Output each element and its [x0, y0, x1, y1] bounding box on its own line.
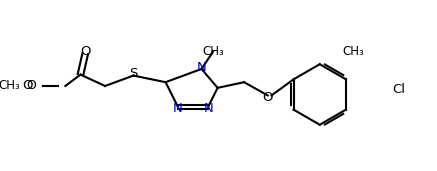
Text: CH₃: CH₃: [202, 45, 224, 58]
Text: O: O: [22, 80, 33, 93]
Text: O: O: [26, 80, 36, 93]
Text: O: O: [80, 45, 90, 58]
Text: CH₃: CH₃: [0, 80, 20, 93]
Text: CH₃: CH₃: [342, 45, 364, 58]
Text: N: N: [203, 102, 213, 115]
Text: Cl: Cl: [392, 83, 406, 96]
Text: S: S: [129, 67, 138, 80]
Text: N: N: [173, 102, 183, 115]
Text: N: N: [197, 61, 206, 74]
Text: O: O: [263, 91, 273, 104]
